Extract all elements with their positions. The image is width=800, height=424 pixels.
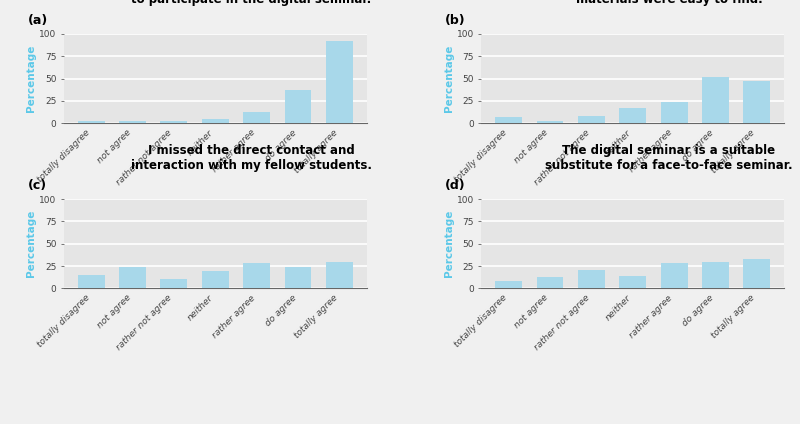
Bar (495, 281, 522, 288)
Bar (202, 271, 229, 288)
Bar (578, 116, 605, 123)
Bar (702, 77, 729, 123)
Bar (578, 271, 605, 288)
Title: The digital seminar is a suitable
substitute for a face-to-face seminar.: The digital seminar is a suitable substi… (546, 143, 793, 171)
Bar (119, 121, 146, 123)
Y-axis label: Percentage: Percentage (444, 210, 454, 277)
Bar (619, 108, 646, 123)
Bar (495, 117, 522, 123)
Bar (326, 41, 353, 123)
Bar (743, 81, 770, 123)
Bar (661, 263, 687, 288)
Y-axis label: Percentage: Percentage (26, 45, 36, 112)
Bar (161, 279, 187, 288)
Text: (a): (a) (28, 14, 48, 27)
Bar (243, 112, 270, 123)
Bar (202, 119, 229, 123)
Title: I have appropriate technical equipment
to participate in the digital seminar.: I have appropriate technical equipment t… (120, 0, 383, 6)
Bar (326, 262, 353, 288)
Bar (161, 121, 187, 123)
Title: The teaching and learning
materials were easy to find.: The teaching and learning materials were… (576, 0, 762, 6)
Bar (619, 276, 646, 288)
Bar (702, 262, 729, 288)
Bar (537, 120, 563, 123)
Bar (285, 267, 311, 288)
Bar (285, 90, 311, 123)
Y-axis label: Percentage: Percentage (26, 210, 36, 277)
Bar (243, 263, 270, 288)
Bar (537, 277, 563, 288)
Text: (b): (b) (445, 14, 466, 27)
Y-axis label: Percentage: Percentage (444, 45, 454, 112)
Text: (d): (d) (445, 179, 466, 192)
Bar (78, 275, 105, 288)
Bar (661, 102, 687, 123)
Bar (119, 267, 146, 288)
Text: (c): (c) (28, 179, 47, 192)
Bar (743, 259, 770, 288)
Title: I missed the direct contact and
interaction with my fellow students.: I missed the direct contact and interact… (131, 143, 372, 171)
Bar (78, 121, 105, 123)
